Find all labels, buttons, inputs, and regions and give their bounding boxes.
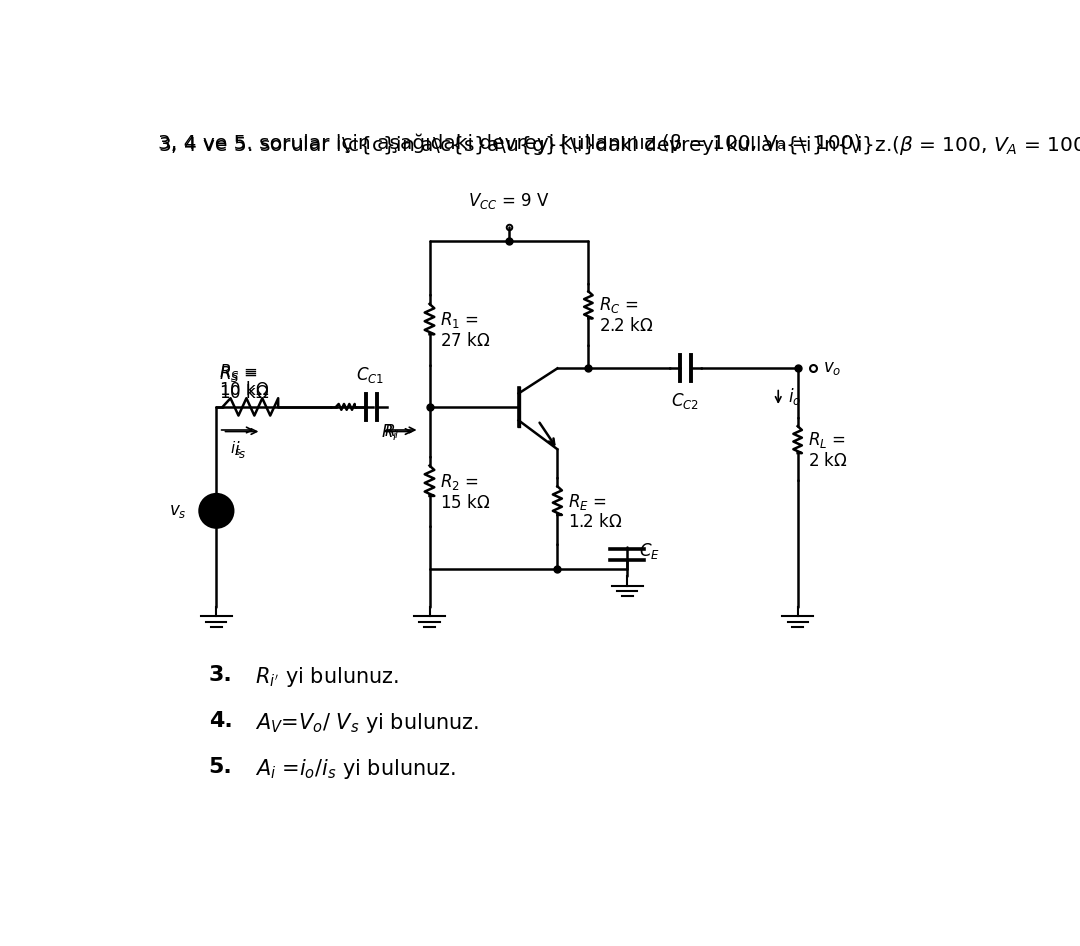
Text: $R_S$ =: $R_S$ =: [218, 362, 257, 382]
Text: $C_E$: $C_E$: [638, 541, 660, 561]
Text: 3.: 3.: [208, 665, 232, 685]
Text: 15 k$\Omega$: 15 k$\Omega$: [441, 494, 490, 512]
Text: 10 k$\Omega$: 10 k$\Omega$: [218, 383, 269, 401]
Text: $i_o$: $i_o$: [788, 386, 801, 408]
Text: $R_E$ =: $R_E$ =: [568, 492, 607, 512]
Text: $R_L$ =: $R_L$ =: [809, 430, 847, 450]
Text: 10 k$\Omega$: 10 k$\Omega$: [218, 381, 269, 399]
Text: $i_s$: $i_s$: [230, 439, 242, 458]
Text: 3, 4 ve 5. sorular için aşağıdaki devreyi kullanınız.(β = 100, Vₐ = 100): 3, 4 ve 5. sorular için aşağıdaki devrey…: [159, 133, 862, 153]
Text: $R_i$: $R_i$: [383, 422, 400, 441]
Text: $A_V$=$V_o$/ $V_s$ yi bulunuz.: $A_V$=$V_o$/ $V_s$ yi bulunuz.: [255, 711, 480, 735]
Text: $R_i$: $R_i$: [380, 422, 397, 443]
Text: $A_i$ =$i_o$/$i_s$ yi bulunuz.: $A_i$ =$i_o$/$i_s$ yi bulunuz.: [255, 757, 457, 781]
Text: 2 k$\Omega$: 2 k$\Omega$: [809, 452, 848, 470]
Text: 1.2 k$\Omega$: 1.2 k$\Omega$: [568, 514, 623, 532]
Text: $C_{C1}$: $C_{C1}$: [355, 365, 383, 385]
Text: 4.: 4.: [208, 711, 232, 731]
Text: $R_2$ =: $R_2$ =: [441, 471, 480, 492]
Text: $i_s$: $i_s$: [234, 439, 246, 461]
Text: 27 k$\Omega$: 27 k$\Omega$: [441, 332, 490, 350]
Text: $R_S$ =: $R_S$ =: [218, 364, 257, 384]
Text: $C_{C2}$: $C_{C2}$: [672, 392, 699, 412]
Text: −: −: [210, 508, 224, 526]
Text: $R_C$ =: $R_C$ =: [599, 295, 638, 315]
Text: $v_o$: $v_o$: [823, 359, 841, 377]
Text: 5.: 5.: [208, 757, 232, 778]
Text: $R_1$ =: $R_1$ =: [441, 310, 480, 330]
Circle shape: [200, 494, 233, 528]
Text: $v_s$: $v_s$: [170, 501, 187, 520]
Text: 3, 4 ve 5. sorular i\c{c}in a\c{s}a\u{g}{\i}daki devreyi kullan{\i}n{\i}z.($\bet: 3, 4 ve 5. sorular i\c{c}in a\c{s}a\u{g}…: [159, 133, 1080, 156]
Text: +: +: [211, 498, 222, 511]
Text: 2.2 k$\Omega$: 2.2 k$\Omega$: [599, 317, 653, 335]
Text: $V_{CC}$ = 9 V: $V_{CC}$ = 9 V: [468, 190, 550, 211]
Text: $R_{i'}$ yi bulunuz.: $R_{i'}$ yi bulunuz.: [255, 665, 400, 689]
